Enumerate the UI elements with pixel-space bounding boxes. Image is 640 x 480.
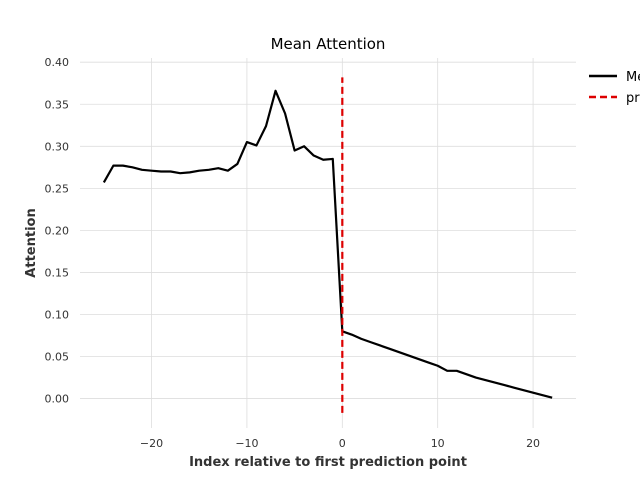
tick-labels: −20 −10 0 10 20 0.00 0.05 0.10 0.15 0.20 0.25 0.30 0… (45, 56, 541, 450)
x-axis-label: Index relative to first prediction point (189, 455, 467, 470)
y-tick-label: 0.00 (45, 393, 70, 406)
y-tick-label: 0.05 (45, 351, 70, 364)
x-tick-label: −20 (140, 437, 163, 450)
series-lines (102, 77, 553, 413)
y-tick-label: 0.20 (45, 224, 70, 237)
grid (80, 58, 576, 428)
x-tick-label: 10 (431, 437, 445, 450)
legend: Mean pr (589, 70, 640, 106)
y-axis-label: Attention (24, 208, 39, 277)
y-tick-label: 0.10 (45, 308, 70, 321)
y-tick-label: 0.15 (45, 266, 70, 279)
y-tick-label: 0.35 (45, 98, 70, 111)
chart-title: Mean Attention (271, 35, 386, 53)
y-tick-label: 0.40 (45, 56, 70, 69)
series-line-mean (102, 89, 553, 399)
legend-label-pr: pr (626, 91, 640, 106)
x-tick-label: 20 (526, 437, 540, 450)
y-tick-label: 0.25 (45, 182, 70, 195)
y-tick-label: 0.30 (45, 140, 70, 153)
x-tick-label: 0 (339, 437, 346, 450)
legend-label-mean: Mean (626, 70, 640, 85)
x-tick-label: −10 (235, 437, 258, 450)
